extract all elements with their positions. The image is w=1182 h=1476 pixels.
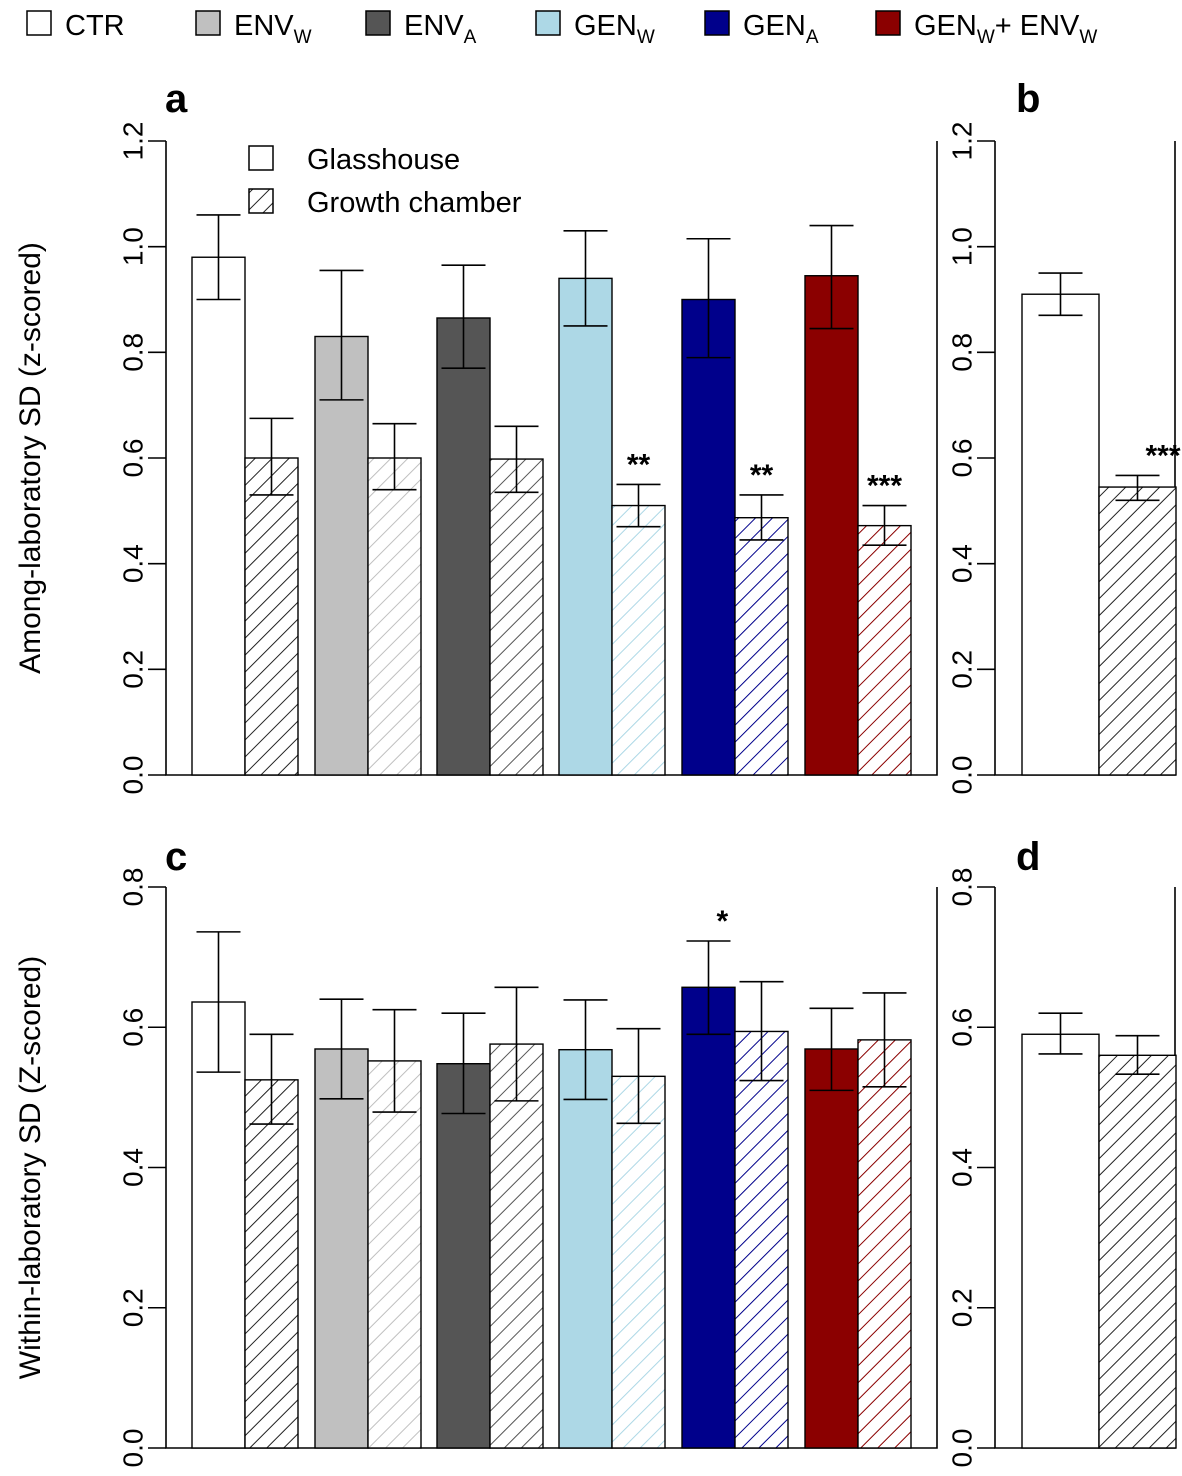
y-tick-label: 0.6 (947, 439, 978, 478)
y-tick-label: 0.2 (118, 650, 149, 689)
y-tick-label: 1.2 (118, 122, 149, 161)
y-tick-label: 0.4 (947, 544, 978, 583)
legend-swatch (365, 10, 391, 36)
y-tick-label: 0.6 (118, 439, 149, 478)
panel-letter: d (1016, 835, 1040, 879)
bar-glasshouse (436, 317, 491, 776)
bar-growth-chamber (857, 524, 912, 776)
y-tick-label: 1.2 (947, 122, 978, 161)
bar-glasshouse (804, 1048, 859, 1449)
bar-glasshouse (314, 1048, 369, 1449)
bar-glasshouse (804, 275, 859, 776)
panel-letter: b (1016, 77, 1040, 121)
bar-glasshouse (681, 986, 736, 1449)
bar-glasshouse (191, 256, 246, 776)
treatment-legend: CTR ENVW ENVA GENW GENA GENW+ ENVW (26, 10, 1097, 48)
significance-label: * (717, 905, 729, 938)
y-tick-label: 0.0 (118, 756, 149, 795)
setting-swatch (248, 145, 274, 171)
y-tick-label: 0.6 (118, 1008, 149, 1047)
legend-label: GENA (743, 10, 819, 48)
bar-growth-chamber (857, 1039, 912, 1449)
y-tick-label: 0.2 (118, 1288, 149, 1327)
y-axis-title: Within-laboratory SD (Z-scored) (14, 956, 47, 1379)
significance-label: *** (867, 470, 902, 503)
legend-label: GENW (574, 10, 655, 48)
y-tick-label: 0.0 (118, 1429, 149, 1468)
setting-label: Growth chamber (307, 187, 522, 219)
bar-glasshouse (1021, 1033, 1100, 1449)
legend-label: ENVW (234, 10, 312, 48)
y-axis-title: Among-laboratory SD (z-scored) (14, 242, 47, 674)
panel-d-chart: 0.0 0.2 0.4 0.6 0.8 d (947, 835, 1177, 1467)
significance-label: ** (750, 459, 774, 492)
panel-letter: a (165, 77, 188, 121)
legend-label: ENVA (404, 10, 477, 48)
y-tick-label: 0.4 (118, 544, 149, 583)
y-tick-label: 0.8 (947, 333, 978, 372)
y-tick-label: 0.2 (947, 650, 978, 689)
bar-growth-chamber (489, 1043, 544, 1449)
bar-growth-chamber (734, 517, 789, 776)
significance-label: ** (627, 448, 651, 481)
bar-growth-chamber (244, 457, 299, 776)
bar-glasshouse (314, 335, 369, 776)
setting-swatch (248, 188, 274, 214)
bar-growth-chamber (611, 1075, 666, 1449)
y-tick-label: 0.0 (947, 756, 978, 795)
legend-swatch (195, 10, 221, 36)
bar-growth-chamber (244, 1079, 299, 1449)
legend-swatch (535, 10, 561, 36)
y-tick-label: 0.2 (947, 1288, 978, 1327)
bar-glasshouse (191, 1001, 246, 1449)
bar-growth-chamber (367, 1060, 422, 1449)
bar-growth-chamber (734, 1030, 789, 1449)
y-tick-label: 0.4 (947, 1148, 978, 1187)
y-tick-label: 0.8 (947, 868, 978, 907)
bar-growth-chamber (367, 457, 422, 776)
bar-glasshouse (558, 277, 613, 776)
y-tick-label: 1.0 (118, 227, 149, 266)
bar-glasshouse (436, 1063, 491, 1449)
panel-c-chart: 0.0 0.2 0.4 0.6 0.8 Within-laboratory SD (Z-s… (14, 835, 938, 1468)
y-tick-label: 1.0 (947, 227, 978, 266)
bar-growth-chamber (489, 458, 544, 776)
y-tick-label: 0.4 (118, 1148, 149, 1187)
legend-label: CTR (65, 10, 125, 42)
legend-swatch (26, 10, 52, 36)
y-tick-label: 0.0 (947, 1429, 978, 1468)
y-tick-label: 0.8 (118, 333, 149, 372)
setting-label: Glasshouse (307, 144, 460, 176)
bar-glasshouse (681, 298, 736, 776)
legend-swatch (875, 10, 901, 36)
bar-growth-chamber (1098, 486, 1177, 776)
bar-glasshouse (558, 1048, 613, 1449)
y-tick-label: 0.8 (118, 868, 149, 907)
bar-glasshouse (1021, 293, 1100, 776)
panel-letter: c (165, 835, 187, 879)
legend-swatch (704, 10, 730, 36)
y-tick-label: 0.6 (947, 1008, 978, 1047)
legend-label: GENW+ ENVW (914, 10, 1097, 48)
bar-growth-chamber (1098, 1054, 1177, 1449)
panel-b-chart: 0.0 0.2 0.4 0.6 0.8 1.0 1.2 b *** (947, 77, 1181, 794)
panel-a-chart: 0.0 0.2 0.4 0.6 0.8 1.0 1.2 Among-laboratory SD… (14, 77, 938, 795)
bar-growth-chamber (611, 504, 666, 776)
significance-label: *** (1146, 439, 1181, 472)
